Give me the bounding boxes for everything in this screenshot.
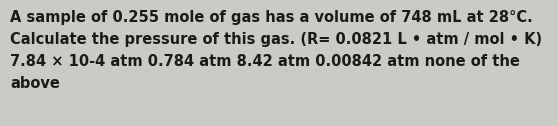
Text: above: above: [10, 76, 60, 91]
Text: Calculate the pressure of this gas. (R= 0.0821 L • atm / mol • K): Calculate the pressure of this gas. (R= …: [10, 32, 542, 47]
Text: 7.84 × 10-4 atm 0.784 atm 8.42 atm 0.00842 atm none of the: 7.84 × 10-4 atm 0.784 atm 8.42 atm 0.008…: [10, 54, 520, 69]
Text: A sample of 0.255 mole of gas has a volume of 748 mL at 28°C.: A sample of 0.255 mole of gas has a volu…: [10, 10, 533, 25]
